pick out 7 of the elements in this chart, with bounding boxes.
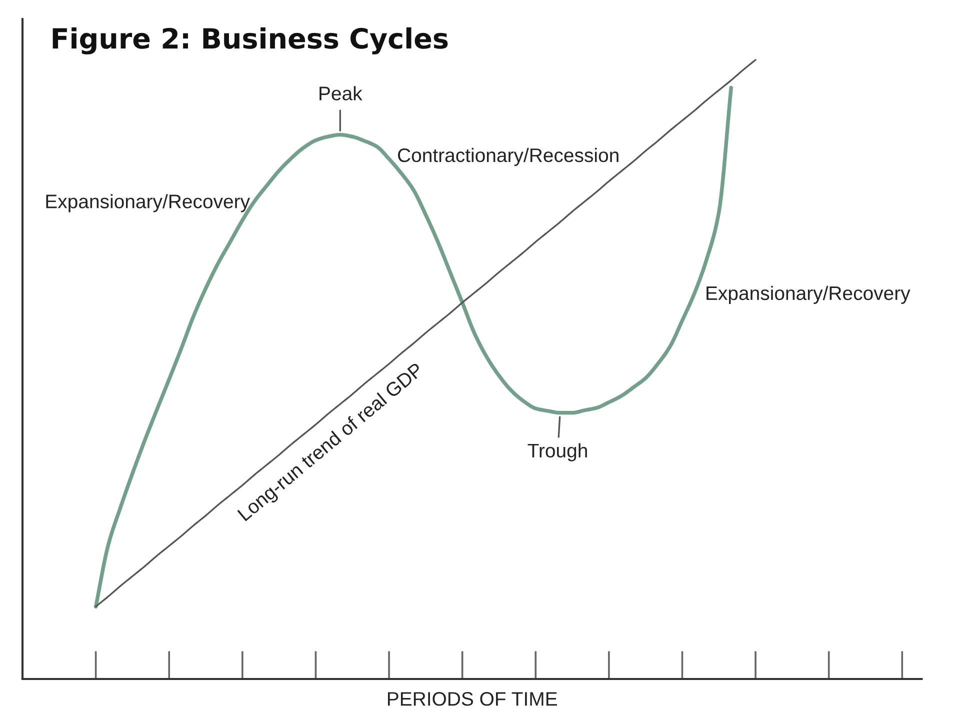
annotation: Contractionary/Recession [398,148,618,166]
x-axis-title: PERIODS OF TIME [388,692,557,706]
annotation: Expansionary/Recovery [706,286,910,304]
annotation: Trough [528,443,587,462]
annotation: Expansionary/Recovery [46,194,250,212]
chart-title: Figure 2: Business Cycles [52,27,448,54]
annotation: Peak [320,86,362,100]
